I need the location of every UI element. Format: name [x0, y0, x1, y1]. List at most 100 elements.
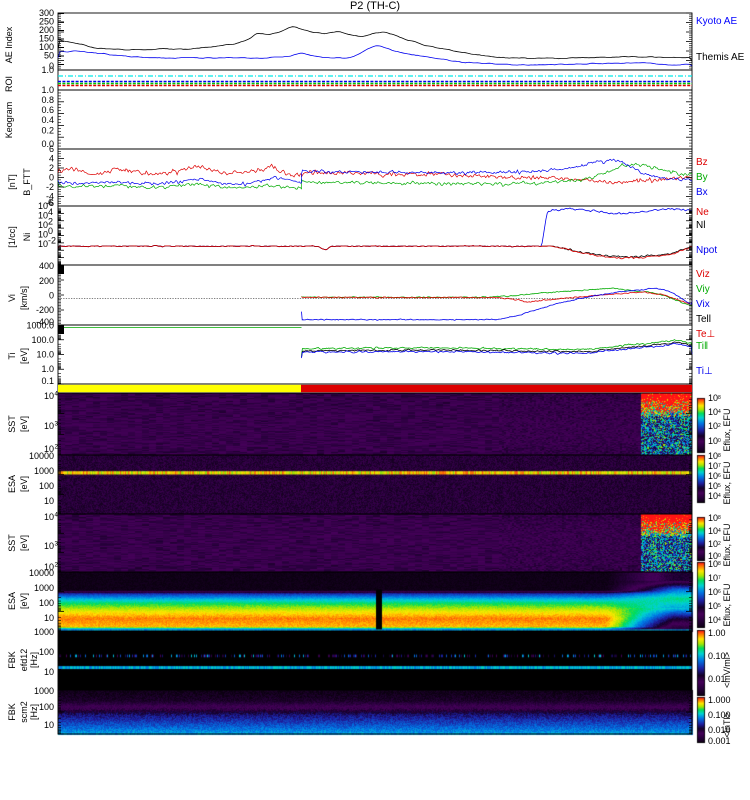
svg-text:2: 2 — [55, 562, 59, 569]
svg-text:10: 10 — [44, 421, 54, 431]
svg-text:0.6: 0.6 — [41, 105, 54, 115]
svg-text:10000: 10000 — [29, 451, 54, 461]
svg-text:10: 10 — [38, 230, 48, 240]
svg-text:10: 10 — [38, 239, 48, 249]
svg-text:efd12: efd12 — [19, 649, 29, 672]
svg-text:Ni: Ni — [22, 233, 32, 242]
svg-text:0: 0 — [49, 291, 54, 301]
svg-text:108: 108 — [708, 451, 721, 461]
svg-text:[eV]: [eV] — [19, 476, 29, 492]
svg-text:Ti⊥: Ti⊥ — [696, 366, 713, 377]
svg-text:107: 107 — [708, 461, 721, 471]
svg-text:B_FTT: B_FTT — [22, 168, 32, 196]
svg-text:10: 10 — [38, 201, 48, 211]
svg-text:4: 4 — [55, 512, 59, 519]
svg-text:100: 100 — [39, 598, 54, 608]
svg-text:100.0: 100.0 — [31, 335, 54, 345]
svg-text:108: 108 — [708, 559, 721, 569]
svg-text:104: 104 — [708, 491, 721, 501]
svg-text:Keogram: Keogram — [4, 102, 14, 139]
svg-text:1000: 1000 — [34, 583, 54, 593]
svg-text:10: 10 — [44, 613, 54, 623]
svg-text:4: 4 — [55, 391, 59, 398]
svg-text:Eflux, EFU: Eflux, EFU — [722, 461, 732, 504]
svg-text:Eflux, EFU: Eflux, EFU — [722, 408, 732, 451]
svg-text:Ne: Ne — [696, 207, 709, 218]
svg-text:1000: 1000 — [34, 466, 54, 476]
svg-text:SST: SST — [7, 415, 17, 433]
svg-text:200: 200 — [39, 276, 54, 286]
svg-text:2: 2 — [55, 444, 59, 451]
svg-text:0.4: 0.4 — [41, 115, 54, 125]
svg-text:Nl: Nl — [696, 220, 705, 231]
svg-text:10: 10 — [44, 512, 54, 522]
svg-text:0: 0 — [49, 173, 54, 183]
svg-text:10: 10 — [44, 496, 54, 506]
svg-text:6: 6 — [48, 198, 53, 208]
svg-text:4: 4 — [49, 154, 54, 164]
svg-text:10: 10 — [44, 391, 54, 401]
svg-text:10: 10 — [44, 667, 54, 677]
svg-text:[eV]: [eV] — [19, 348, 29, 364]
svg-text:Npot: Npot — [696, 245, 717, 256]
svg-text:50: 50 — [44, 51, 54, 61]
svg-text:10: 10 — [44, 720, 54, 730]
svg-text:[eV]: [eV] — [19, 535, 29, 551]
svg-text:[eV]: [eV] — [19, 593, 29, 609]
svg-text:Eflux, EFU: Eflux, EFU — [722, 583, 732, 626]
svg-text:105: 105 — [708, 601, 721, 611]
svg-text:<InTl>: <InTl> — [722, 712, 732, 738]
svg-text:10.0: 10.0 — [36, 350, 54, 360]
svg-text:0.2: 0.2 — [41, 126, 54, 136]
svg-text:Bx: Bx — [696, 187, 708, 198]
svg-text:6: 6 — [49, 144, 54, 154]
svg-text:106: 106 — [708, 587, 721, 597]
svg-text:104: 104 — [708, 615, 721, 625]
svg-text:AE Index: AE Index — [4, 26, 14, 63]
svg-text:100: 100 — [39, 481, 54, 491]
svg-text:1.0: 1.0 — [41, 65, 54, 75]
svg-text:10: 10 — [38, 220, 48, 230]
svg-text:104: 104 — [708, 407, 721, 417]
svg-text:1.000: 1.000 — [708, 695, 731, 705]
svg-text:scm2: scm2 — [19, 701, 29, 723]
svg-text:106: 106 — [708, 471, 721, 481]
svg-text:10: 10 — [38, 211, 48, 221]
svg-text:0: 0 — [48, 226, 53, 236]
svg-text:[nT]: [nT] — [7, 174, 17, 190]
svg-text:104: 104 — [708, 526, 721, 536]
svg-text:Vi: Vi — [7, 294, 17, 302]
svg-text:102: 102 — [708, 539, 721, 549]
svg-text:Kyoto AE: Kyoto AE — [696, 16, 737, 27]
svg-text:By: By — [696, 172, 708, 183]
svg-text:-2: -2 — [46, 182, 54, 192]
svg-text:2: 2 — [48, 217, 53, 227]
svg-text:ROI: ROI — [4, 76, 14, 92]
svg-text:4: 4 — [48, 207, 53, 217]
svg-text:Ti‖: Ti‖ — [696, 341, 708, 352]
svg-text:10000: 10000 — [29, 568, 54, 578]
svg-text:Themis AE: Themis AE — [696, 52, 745, 63]
svg-text:1.0: 1.0 — [41, 85, 54, 95]
svg-text:ESA: ESA — [7, 475, 17, 493]
svg-text:10: 10 — [44, 541, 54, 551]
svg-text:1000: 1000 — [34, 627, 54, 637]
svg-text:100: 100 — [39, 647, 54, 657]
svg-text:FBK: FBK — [7, 651, 17, 669]
svg-text:100: 100 — [39, 702, 54, 712]
svg-text:Te⊥: Te⊥ — [696, 329, 715, 340]
svg-text:Bz: Bz — [696, 157, 708, 168]
svg-text:[eV]: [eV] — [19, 416, 29, 432]
svg-text:ESA: ESA — [7, 592, 17, 610]
svg-text:3: 3 — [55, 541, 59, 548]
svg-text:108: 108 — [708, 513, 721, 523]
svg-text:400: 400 — [39, 261, 54, 271]
svg-text:Tell: Tell — [696, 314, 711, 325]
svg-text:108: 108 — [708, 393, 721, 403]
svg-text:FBK: FBK — [7, 703, 17, 721]
svg-text:0.1: 0.1 — [41, 376, 54, 386]
svg-text:1.00: 1.00 — [708, 628, 726, 638]
svg-text:1000: 1000 — [34, 686, 54, 696]
svg-text:Ti: Ti — [7, 352, 17, 359]
svg-text:102: 102 — [708, 421, 721, 431]
